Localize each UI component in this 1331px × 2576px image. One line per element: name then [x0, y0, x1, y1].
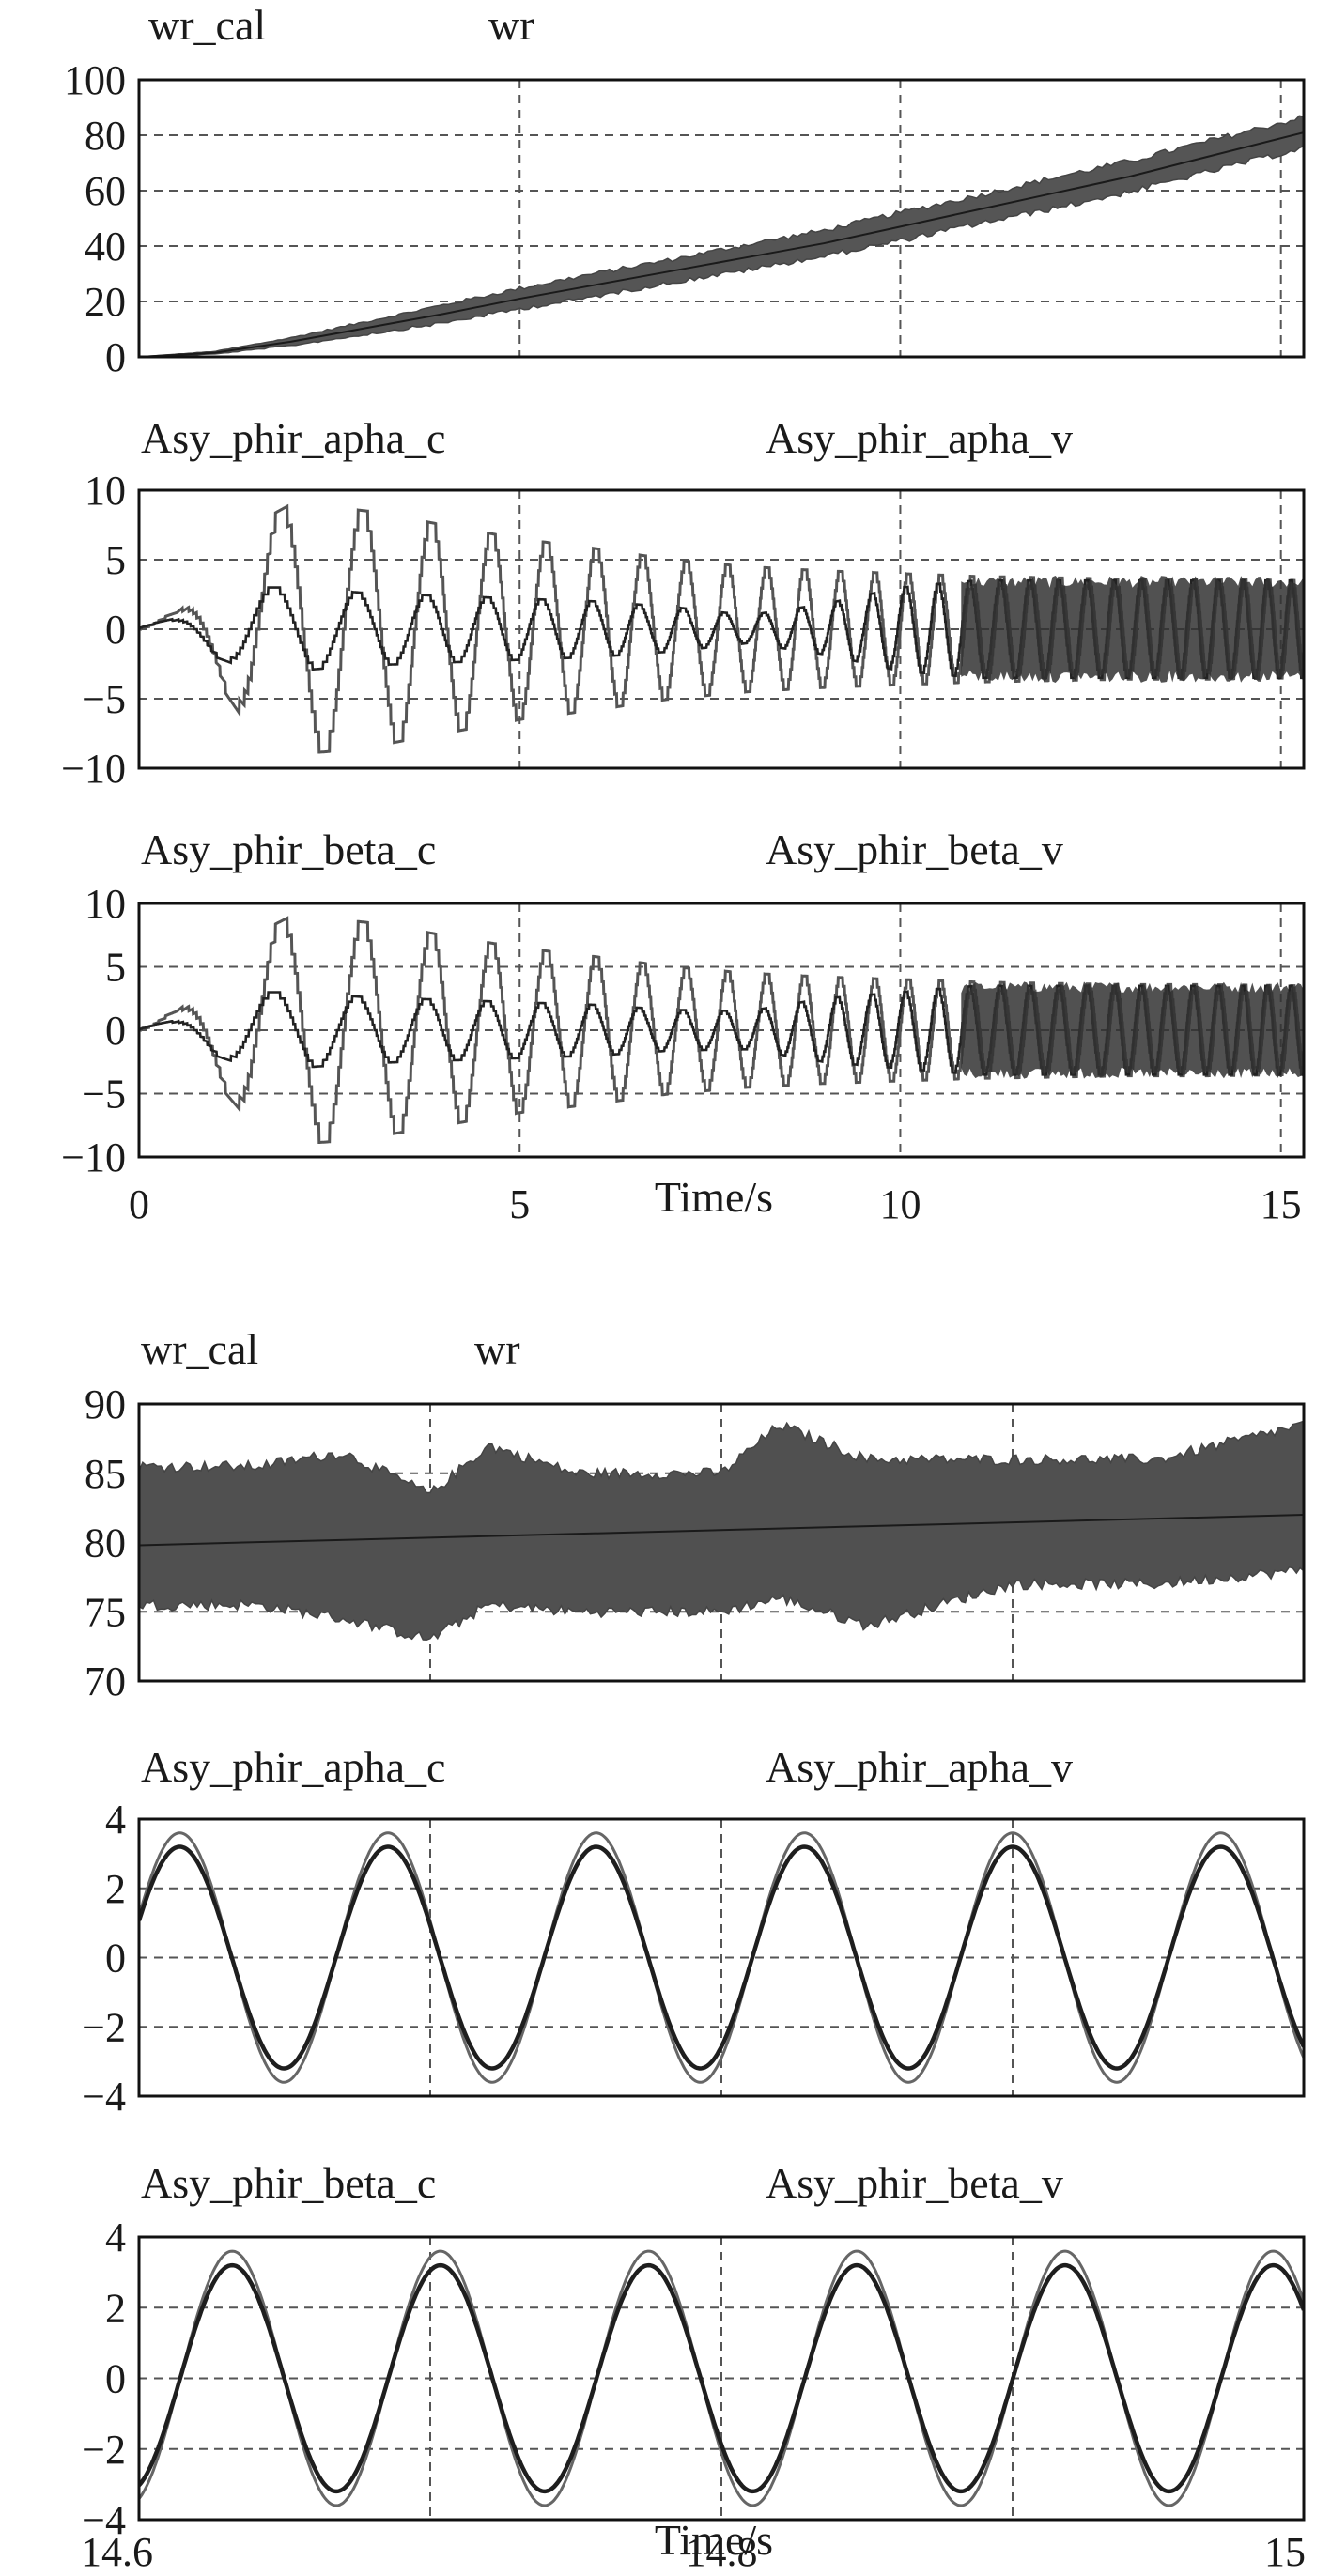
y-tick-label: 4: [105, 2214, 126, 2260]
series-Asy_phir_apha_v: [139, 1844, 1304, 2071]
y-tick-label: 90: [85, 1381, 126, 1427]
y-tick-label: 40: [85, 224, 126, 270]
panel-5: −4 −2 0 2 4 Asy_phir_apha_c Asy_phir_apha_v: [82, 1743, 1306, 2120]
x-axis-label: Time/s: [655, 2516, 773, 2564]
y-tick-label: −10: [61, 1134, 126, 1180]
y-tick-label: 60: [85, 168, 126, 214]
y-tick-label: 5: [105, 945, 126, 991]
y-tick-label: −10: [61, 746, 126, 792]
plot-area: [139, 1831, 1304, 2084]
series-wr: [139, 1514, 1304, 1547]
y-tick-label: −2: [82, 2427, 126, 2473]
legend-label: Asy_phir_apha_v: [766, 1743, 1073, 1791]
y-tick-label: 10: [85, 881, 126, 927]
grid: [139, 80, 1304, 357]
legend-label: Asy_phir_beta_c: [141, 825, 436, 873]
y-tick-label: −2: [82, 2004, 126, 2050]
series-wr_cal: [139, 115, 1304, 357]
plot-area: [139, 1420, 1304, 1642]
series-wr: [139, 131, 1304, 357]
panel-4: 70 75 80 85 90 wr_cal wr: [85, 1325, 1306, 1704]
y-tick-label: −5: [82, 1072, 126, 1118]
x-axis-label: Time/s: [655, 1173, 773, 1221]
plot-frame: [137, 488, 1306, 770]
plot-area: [139, 503, 1304, 754]
legend-label: Asy_phir_beta_c: [141, 2159, 436, 2207]
plot-frame: [137, 1817, 1306, 2098]
series-Asy_phir_beta_v: [139, 2262, 1304, 2494]
y-tick-label: −4: [82, 2074, 126, 2120]
legend-label: wr_cal: [148, 1, 266, 49]
y-tick-label: 0: [105, 607, 126, 653]
dense-band: [961, 576, 1304, 683]
panel-1: 0 20 40 60 80 100 wr_cal wr: [64, 1, 1306, 380]
y-tick-label: 5: [105, 537, 126, 583]
panel-6: −4 −2 0 2 4 Asy_phir_beta_c Asy_phir_beta_v 14.…: [81, 2159, 1306, 2575]
y-tick-label: 10: [85, 468, 126, 514]
plot-area: [139, 2249, 1304, 2507]
x-tick-label: 14.6: [81, 2529, 153, 2575]
y-tick-label: 75: [85, 1589, 126, 1635]
legend-label: wr_cal: [141, 1325, 258, 1373]
legend-label: wr: [474, 1325, 520, 1373]
plot-area: [139, 115, 1304, 357]
y-tick-label: 85: [85, 1451, 126, 1497]
x-tick-label: 10: [879, 1181, 921, 1227]
y-tick-label: 80: [85, 113, 126, 159]
legend-label: Asy_phir_apha_v: [766, 414, 1073, 462]
x-tick-label: 0: [129, 1181, 149, 1227]
x-tick-label: 15: [1261, 1181, 1302, 1227]
plot-frame: [137, 78, 1306, 359]
y-tick-label: 0: [105, 1936, 126, 1982]
legend-label: Asy_phir_beta_v: [766, 2159, 1063, 2207]
plot-area: [139, 916, 1304, 1144]
y-tick-label: −4: [82, 2497, 126, 2543]
x-tick-label: 15: [1264, 2529, 1306, 2575]
y-tick-label: 80: [85, 1520, 126, 1566]
panel-3: −10 −5 0 5 10 Asy_phir_beta_c Asy_phir_beta_v 0…: [61, 825, 1306, 1227]
y-tick-label: 0: [105, 2356, 126, 2402]
y-tick-label: 2: [105, 1866, 126, 1912]
y-tick-label: 70: [85, 1658, 126, 1704]
y-tick-label: 0: [105, 334, 126, 380]
y-tick-label: 100: [64, 57, 126, 103]
x-tick-label: 5: [509, 1181, 530, 1227]
y-tick-label: 4: [105, 1797, 126, 1843]
legend-label: Asy_phir_apha_c: [141, 1743, 445, 1791]
legend-label: wr: [488, 1, 534, 49]
x-tick-label: 14.8: [686, 2529, 758, 2575]
y-tick-label: 20: [85, 279, 126, 325]
dense-band: [961, 981, 1304, 1079]
legend-label: Asy_phir_beta_v: [766, 825, 1063, 873]
plot-frame: [137, 1402, 1306, 1683]
y-tick-label: 0: [105, 1008, 126, 1054]
y-tick-label: 2: [105, 2285, 126, 2331]
plot-frame: [137, 2235, 1306, 2522]
panel-2: −10 −5 0 5 10 Asy_phir_apha_c Asy_phir_apha_v: [61, 414, 1306, 792]
legend-label: Asy_phir_apha_c: [141, 414, 445, 462]
plot-frame: [137, 902, 1306, 1159]
y-tick-label: −5: [82, 676, 126, 722]
